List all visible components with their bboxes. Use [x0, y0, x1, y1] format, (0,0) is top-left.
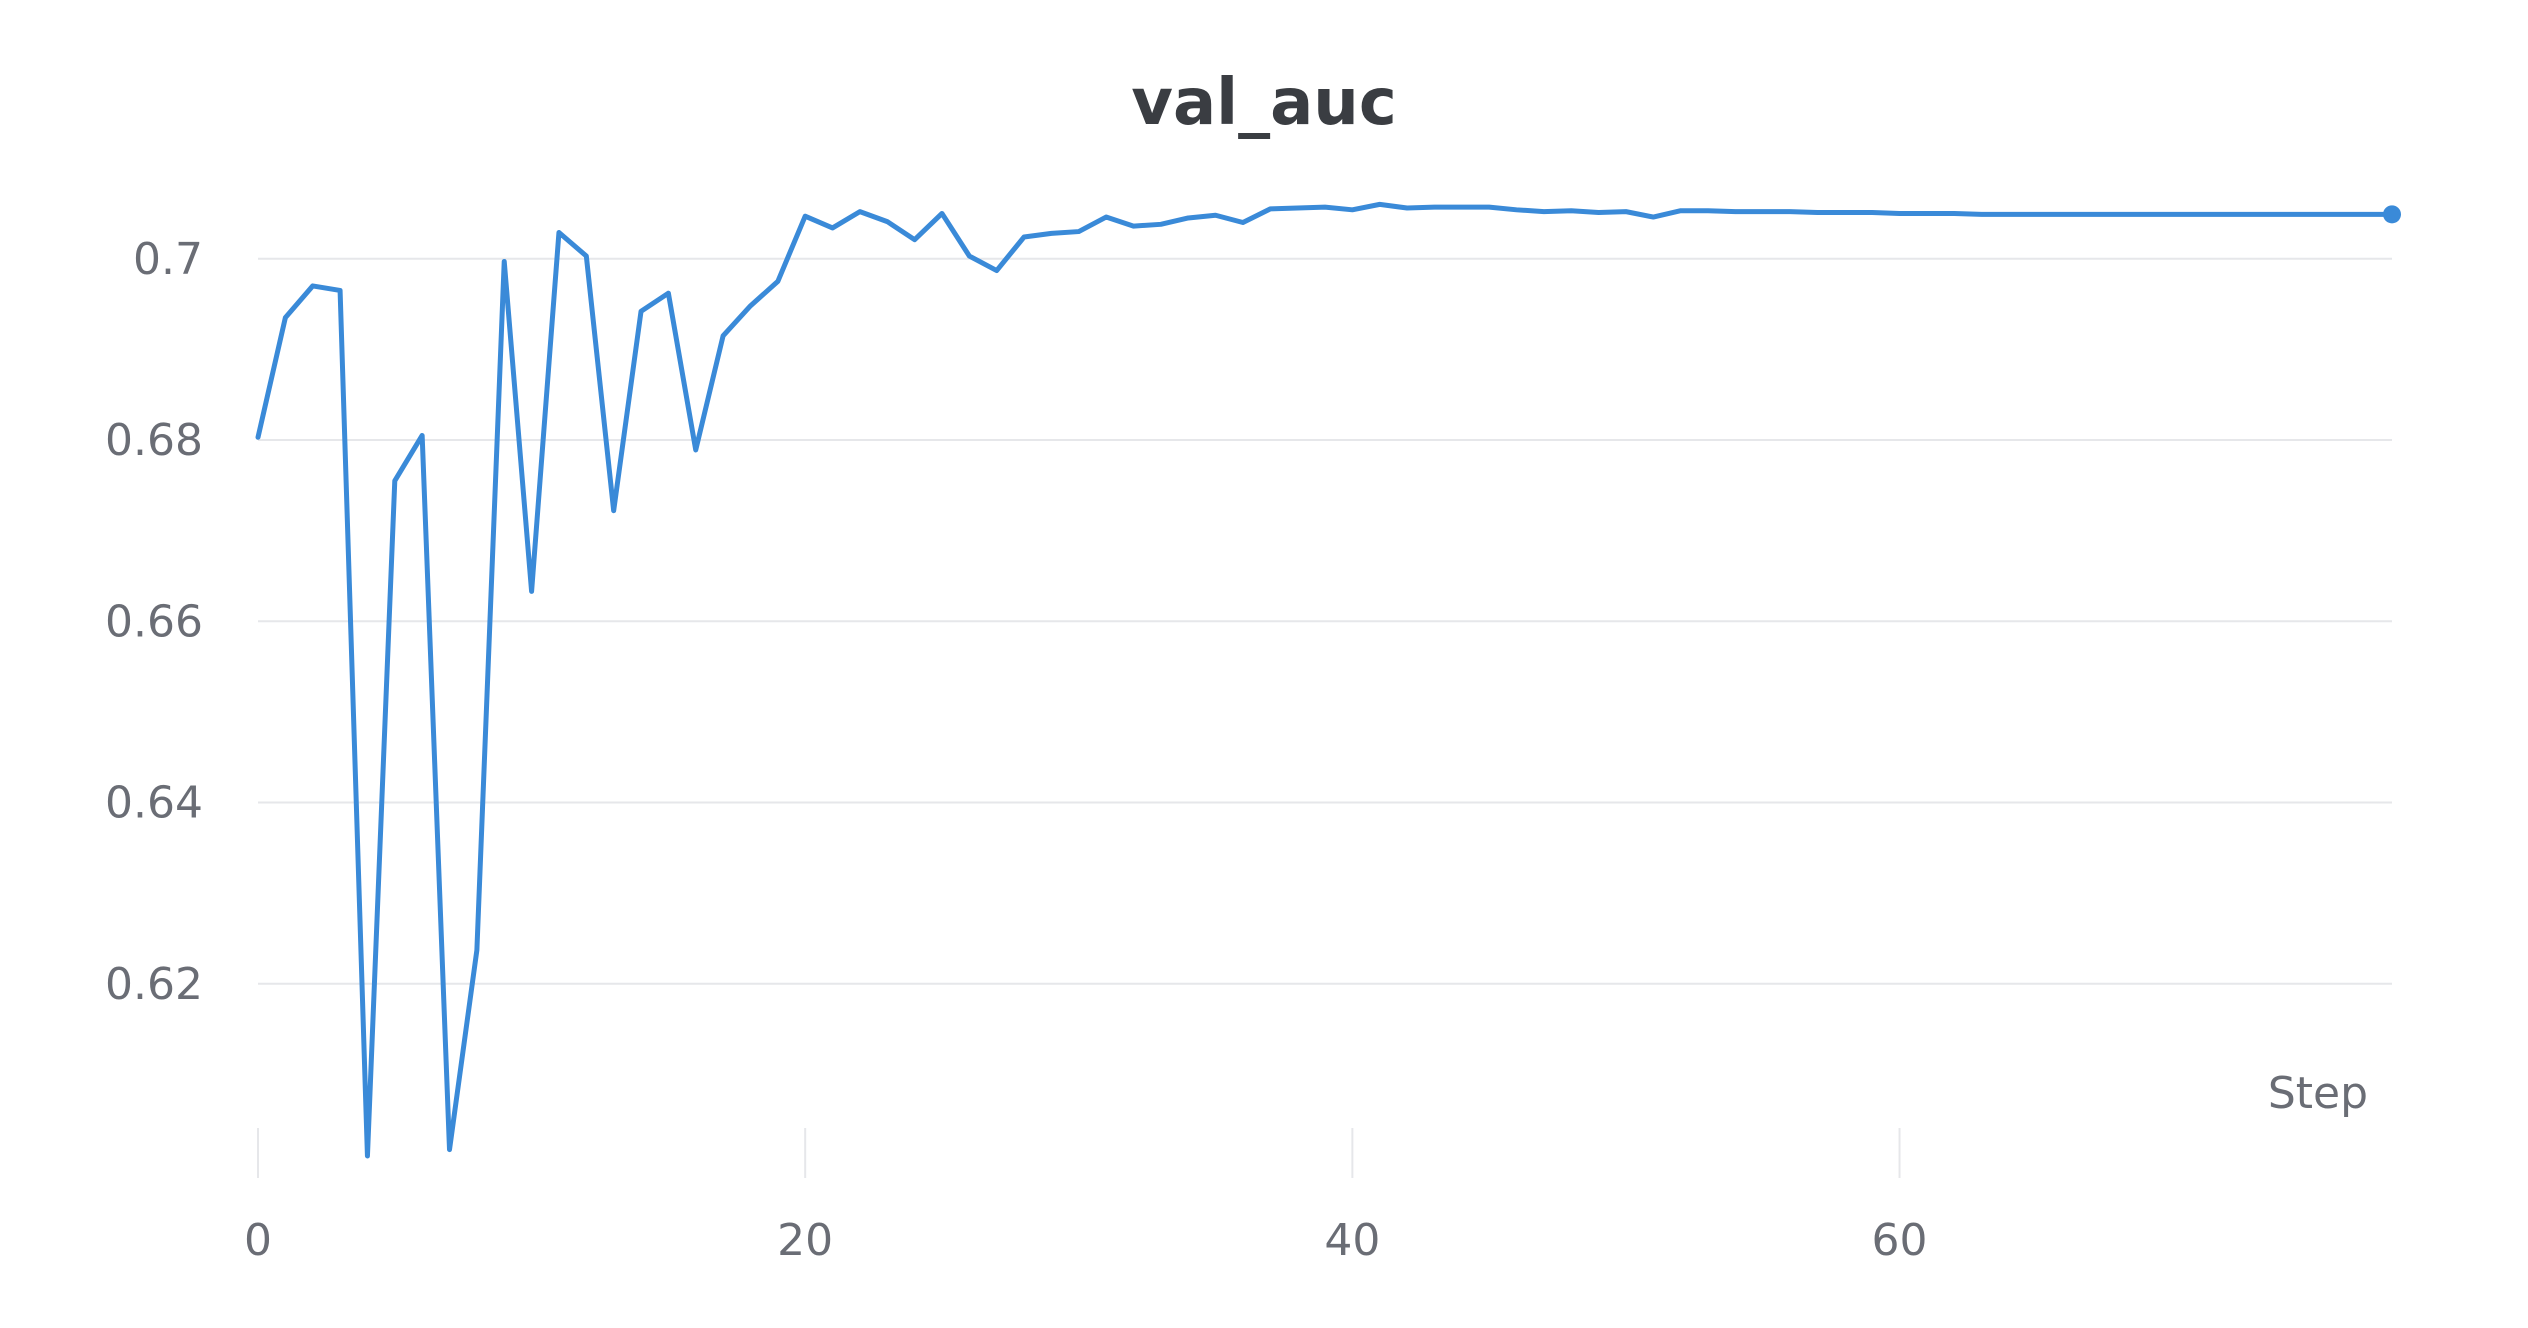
grid-layer	[258, 257, 2392, 985]
x-tick-label: 60	[1872, 1215, 1928, 1266]
series-layer	[255, 201, 2401, 1159]
x-axis-label: Step	[2268, 1068, 2368, 1119]
x-tick-layer	[257, 1128, 1901, 1178]
x-tick-label: 20	[777, 1215, 833, 1266]
y-tick-label: 0.68	[105, 415, 203, 466]
y-tick-label: 0.64	[105, 778, 203, 829]
label-layer: 0.62 0.64 0.66 0.68 0.7 0 20 40 60	[105, 234, 1928, 1266]
series-line	[255, 201, 2395, 1159]
last-point-marker	[2383, 205, 2401, 224]
chart-title: val_auc	[1131, 66, 1397, 140]
x-tick-label: 40	[1324, 1215, 1380, 1266]
y-tick-label: 0.66	[105, 596, 203, 647]
y-tick-label: 0.62	[105, 959, 203, 1010]
y-tick-label: 0.7	[133, 234, 203, 285]
x-tick-label: 0	[244, 1215, 272, 1266]
